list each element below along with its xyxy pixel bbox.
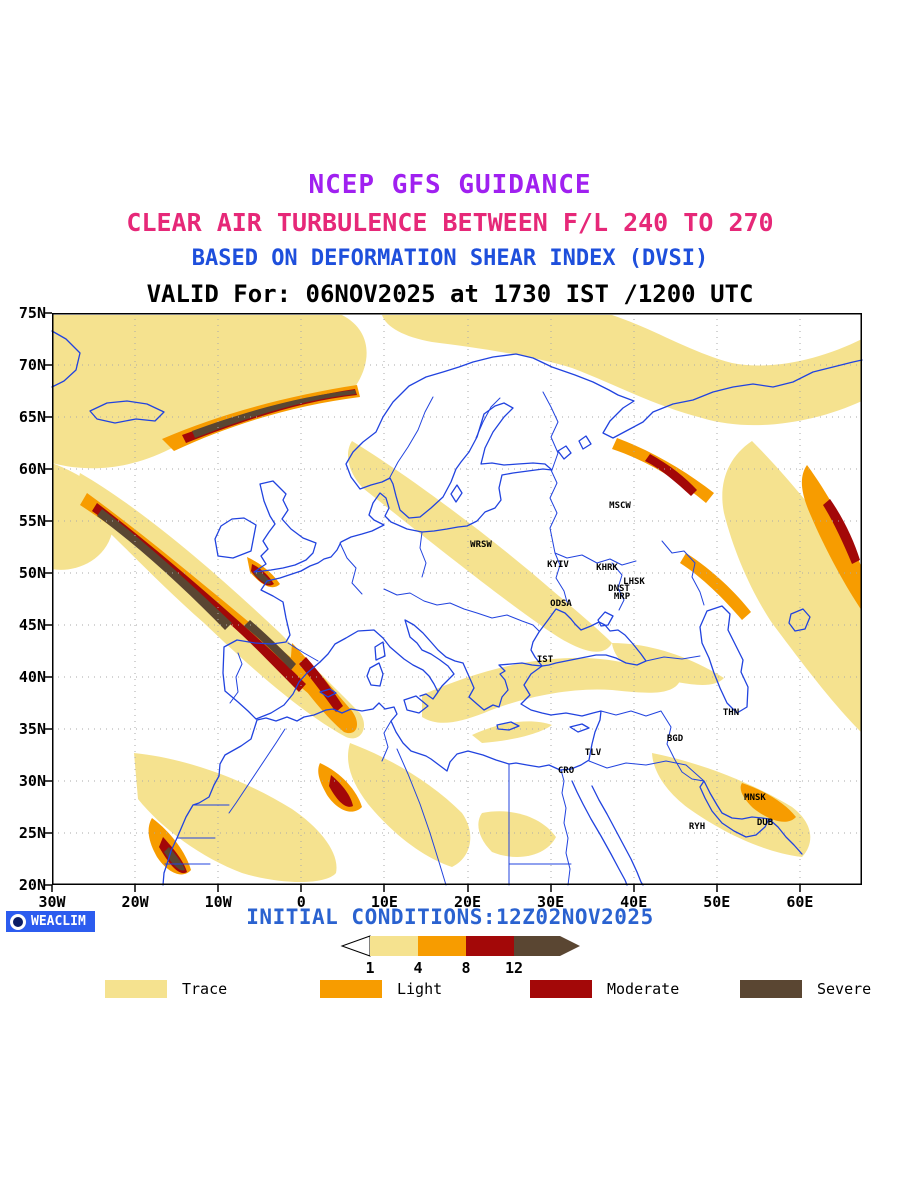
- map-svg: [45, 312, 863, 892]
- colorbar: 1 4 8 12: [340, 935, 582, 981]
- colorbar-cell-light: [418, 936, 466, 956]
- colorbar-tick: 1: [365, 959, 375, 977]
- lat-label: 60N: [18, 460, 46, 478]
- title-product: CLEAR AIR TURBULENCE BETWEEN F/L 240 TO …: [126, 208, 774, 237]
- title-model: NCEP GFS GUIDANCE: [308, 170, 592, 200]
- colorbar-ticks: 1 4 8 12: [340, 959, 582, 979]
- lat-label: 65N: [18, 408, 46, 426]
- title-block: NCEP GFS GUIDANCE CLEAR AIR TURBULENCE B…: [0, 170, 900, 308]
- legend: Trace Light Moderate Severe: [0, 980, 900, 1006]
- legend-swatch: [105, 980, 167, 998]
- colorbar-head-severe: [514, 936, 580, 956]
- turbulence-severe-layer: [97, 390, 356, 871]
- legend-item: Light: [320, 980, 442, 998]
- colorbar-cell-moderate: [466, 936, 514, 956]
- weaclim-logo-text: WEACLIM: [31, 914, 86, 929]
- title-valid-time: VALID For: 06NOV2025 at 1730 IST /1200 U…: [146, 280, 754, 308]
- axis-ticks: [45, 312, 801, 892]
- lon-label: 30W: [38, 893, 66, 911]
- lat-label: 45N: [18, 616, 46, 634]
- legend-swatch: [320, 980, 382, 998]
- colorbar-tick: 8: [461, 959, 471, 977]
- legend-item: Moderate: [530, 980, 679, 998]
- lat-label: 55N: [18, 512, 46, 530]
- weaclim-logo: WEACLIM: [6, 911, 95, 932]
- lat-label: 70N: [18, 356, 46, 374]
- colorbar-svg: [340, 935, 580, 957]
- legend-item: Severe: [740, 980, 871, 998]
- lon-label: 10E: [370, 893, 398, 911]
- legend-label: Trace: [182, 980, 228, 998]
- lat-label: 50N: [18, 564, 46, 582]
- colorbar-tick: 4: [413, 959, 423, 977]
- lat-label: 75N: [18, 304, 46, 322]
- legend-swatch: [740, 980, 802, 998]
- weaclim-logo-icon: [10, 913, 26, 930]
- lat-axis: 75N 70N 65N 60N 55N 50N 45N 40N 35N 30N 25N 20N: [0, 304, 48, 894]
- colorbar-tail: [340, 935, 371, 957]
- legend-item: Trace: [105, 980, 227, 998]
- legend-swatch: [530, 980, 592, 998]
- lat-label: 20N: [18, 876, 46, 894]
- legend-label: Light: [397, 980, 443, 998]
- colorbar-tick: 12: [504, 959, 524, 977]
- coastlines: [51, 330, 863, 886]
- map-frame: [52, 313, 862, 885]
- lon-label: 20W: [121, 893, 149, 911]
- lon-label: 40E: [620, 893, 648, 911]
- lon-axis: 30W 20W 10W 0 10E 20E 30E 40E 50E 60E: [38, 885, 862, 913]
- lon-label: 50E: [703, 893, 731, 911]
- colorbar-cell-trace: [370, 936, 418, 956]
- initial-conditions-text: INITIAL CONDITIONS:12Z02NOV2025: [246, 905, 654, 929]
- legend-label: Severe: [817, 980, 872, 998]
- legend-label: Moderate: [607, 980, 680, 998]
- turbulence-trace-layer: [52, 315, 862, 882]
- title-method: BASED ON DEFORMATION SHEAR INDEX (DVSI): [191, 246, 709, 271]
- lon-label: 60E: [786, 893, 814, 911]
- lat-label: 30N: [18, 772, 46, 790]
- lon-label: 0: [296, 893, 306, 911]
- lon-label: 20E: [453, 893, 482, 911]
- lat-label: 25N: [18, 824, 46, 842]
- lon-label: 30E: [537, 893, 565, 911]
- lat-label: 40N: [18, 668, 46, 686]
- lon-label: 10W: [204, 893, 232, 911]
- lat-label: 35N: [18, 720, 46, 738]
- map-area: 75N 70N 65N 60N 55N 50N 45N 40N 35N 30N 25N 20N 30W…: [19, 304, 863, 911]
